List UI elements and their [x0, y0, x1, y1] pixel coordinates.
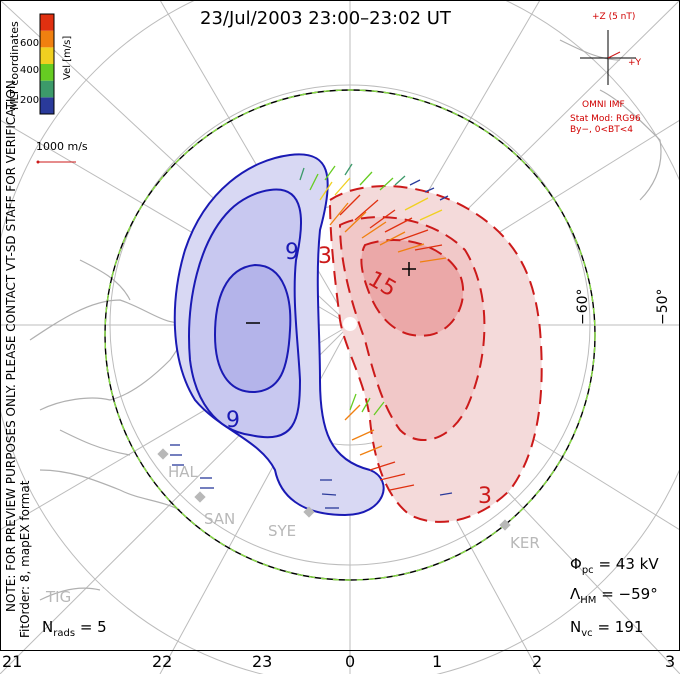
- hour-label-21: 21: [2, 652, 23, 671]
- contour-label-pos-3a: 3: [318, 244, 332, 269]
- hour-label-1: 1: [432, 652, 443, 671]
- colorbar: [39, 13, 55, 115]
- velocity-legend-label: 1000 m/s: [36, 140, 88, 153]
- site-label-sye: SYE: [268, 522, 297, 540]
- colorbar-tick-600: 600: [20, 38, 40, 49]
- colorbar-segment: [40, 80, 54, 98]
- colorbar-tick-200: 200: [20, 95, 40, 106]
- stat-nrads: Nrads = 5: [42, 618, 107, 639]
- colorbar-tick-400: 400: [20, 65, 40, 76]
- velocity-vectors: [170, 163, 453, 509]
- colorbar-segment: [40, 14, 54, 31]
- pole-marker: [343, 317, 357, 331]
- maximum-marker: [402, 262, 416, 276]
- hmb-dash: [104, 89, 596, 581]
- site-label-ker: KER: [510, 534, 540, 552]
- latitude-label-50: −50°: [655, 288, 671, 325]
- site-markers: [157, 448, 511, 531]
- hour-label-0: 0: [345, 652, 356, 671]
- stat-phi-pc: Φpc = 43 kV: [570, 555, 659, 576]
- positive-cell: [328, 185, 543, 523]
- coastlines: [29, 39, 662, 601]
- negative-cell: [173, 153, 385, 517]
- site-label-tig: TIG: [46, 588, 72, 606]
- colorbar-segment: [40, 64, 54, 81]
- positive-contour-inner: [360, 238, 465, 337]
- hour-label-22: 22: [152, 652, 173, 671]
- latitude-label-60: −60°: [575, 288, 591, 325]
- colorbar-segment: [40, 97, 54, 114]
- contour-label-pos-3b: 3: [478, 484, 492, 509]
- imf-source-label: OMNI IMF: [582, 100, 625, 110]
- imf-scale-label: +Z (5 nT): [592, 12, 636, 22]
- site-label-san: SAN: [204, 510, 236, 528]
- imf-y-label: +Y: [628, 58, 642, 68]
- contour-label-neg-9a: 9: [285, 240, 299, 265]
- stat-lambda-hm: ΛHM = −59°: [570, 585, 658, 606]
- colorbar-segment: [40, 30, 54, 48]
- hour-label-3: 3: [665, 652, 676, 671]
- imf-clock: [580, 30, 636, 85]
- imf-condition-label: By−, 0<BT<4: [570, 125, 633, 135]
- colorbar-frame: [39, 13, 55, 115]
- colorbar-unit-label: Vel [m/s]: [62, 35, 73, 80]
- site-label-hal: HAL: [168, 463, 198, 481]
- map-title: 23/Jul/2003 23:00–23:02 UT: [200, 8, 451, 29]
- negative-contour-inner: [213, 263, 292, 394]
- contour-label-neg-9b: 9: [226, 408, 240, 433]
- hour-label-2: 2: [532, 652, 543, 671]
- imf-model-label: Stat Mod: RG96: [570, 114, 641, 124]
- colorbar-segment: [40, 47, 54, 64]
- preview-note: NOTE: FOR PREVIEW PURPOSES ONLY. PLEASE …: [4, 76, 18, 612]
- hour-label-23: 23: [252, 652, 273, 671]
- fit-note: FitOrder: 8, mapEX format: [18, 480, 32, 638]
- stat-nvc: Nvc = 191: [570, 618, 644, 639]
